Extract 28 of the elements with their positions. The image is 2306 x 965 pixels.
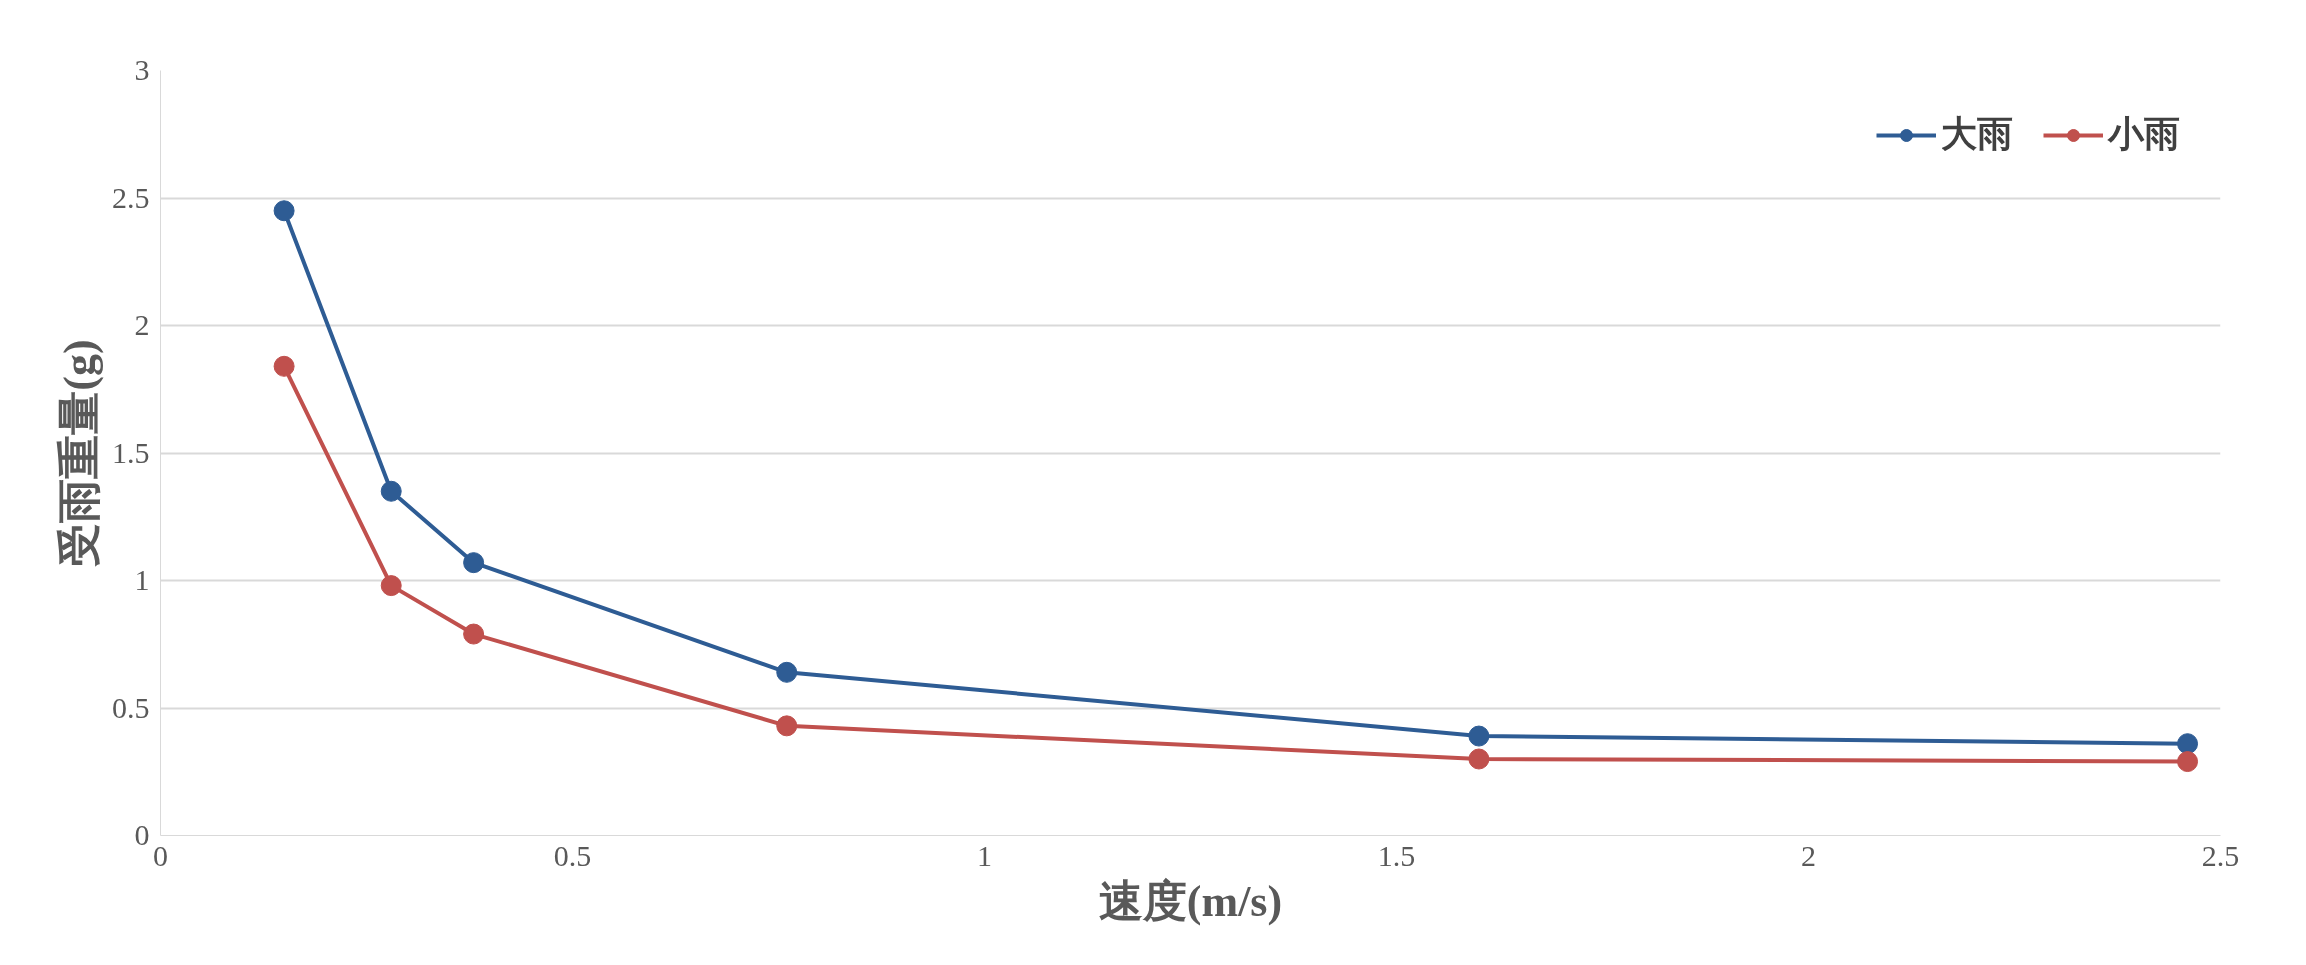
point: [2177, 733, 2199, 755]
y-axis-title: 受雨重量(g): [55, 339, 104, 567]
x-tick-label: 2: [1801, 838, 1816, 872]
y-tick-label: 0: [134, 818, 150, 851]
legend-label: 小雨: [2108, 113, 2180, 156]
point: [273, 200, 295, 222]
y-tick-label: 2: [134, 308, 150, 341]
point: [380, 480, 402, 502]
x-tick-label: 0.5: [553, 838, 592, 872]
x-tick-label: 1.5: [1377, 838, 1416, 872]
point: [463, 552, 485, 574]
y-tick-label: 0.5: [112, 690, 150, 724]
y-tick-label: 1: [134, 563, 150, 596]
point: [776, 661, 798, 683]
legend-label: 大雨: [1941, 113, 2013, 156]
point: [273, 355, 295, 377]
y-tick-label: 3: [134, 53, 150, 86]
point: [2177, 751, 2199, 773]
x-axis-title: 速度(m/s): [1098, 876, 1283, 926]
point: [776, 715, 798, 737]
y-tick-label: 1.5: [112, 435, 150, 469]
point: [1468, 748, 1490, 770]
x-tick-label: 2.5: [2201, 838, 2240, 872]
x-tick-label: 1: [977, 838, 992, 872]
y-tick-label: 2.5: [112, 180, 150, 214]
point: [1468, 725, 1490, 747]
point: [463, 623, 485, 645]
point: [380, 575, 402, 597]
